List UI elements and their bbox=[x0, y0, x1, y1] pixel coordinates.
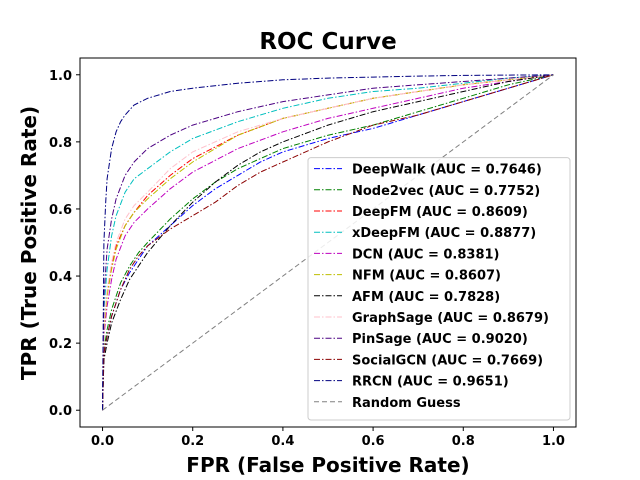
series-line-10 bbox=[102, 74, 554, 411]
legend-label-0: DeepWalk (AUC = 0.7646) bbox=[352, 163, 542, 178]
chart-title: ROC Curve bbox=[259, 29, 396, 55]
y-axis: 0.0 0.2 0.4 0.6 0.8 1.0 bbox=[49, 69, 80, 419]
legend-label-5: NFM (AUC = 0.8607) bbox=[352, 269, 501, 284]
legend: DeepWalk (AUC = 0.7646) Node2vec (AUC = 0… bbox=[307, 157, 571, 421]
y-tick-label-4: 0.8 bbox=[49, 136, 72, 151]
series-line-2 bbox=[102, 74, 554, 411]
legend-label-8: PinSage (AUC = 0.9020) bbox=[352, 332, 528, 347]
legend-label-7: GraphSage (AUC = 0.8679) bbox=[352, 311, 549, 326]
y-tick-label-1: 0.2 bbox=[49, 337, 72, 352]
x-tick-label-5: 1.0 bbox=[542, 434, 565, 449]
legend-label-3: xDeepFM (AUC = 0.8877) bbox=[352, 226, 536, 241]
series-line-0 bbox=[102, 74, 554, 411]
series-line-8 bbox=[102, 74, 554, 411]
y-tick-label-0: 0.0 bbox=[49, 404, 72, 419]
series-line-7 bbox=[102, 74, 554, 411]
y-tick-label-5: 1.0 bbox=[49, 69, 72, 84]
x-tick-label-2: 0.4 bbox=[271, 434, 294, 449]
x-axis-title: FPR (False Positive Rate) bbox=[186, 453, 469, 477]
x-tick-label-4: 0.8 bbox=[452, 434, 475, 449]
legend-label-1: Node2vec (AUC = 0.7752) bbox=[352, 184, 540, 199]
x-tick-label-3: 0.6 bbox=[362, 434, 385, 449]
legend-label-4: DCN (AUC = 0.8381) bbox=[352, 247, 500, 262]
x-tick-label-1: 0.2 bbox=[181, 434, 204, 449]
legend-label-2: DeepFM (AUC = 0.8609) bbox=[352, 205, 528, 220]
y-tick-label-3: 0.6 bbox=[49, 203, 72, 218]
legend-box bbox=[307, 157, 571, 421]
series-line-4 bbox=[102, 74, 554, 411]
x-tick-label-0: 0.0 bbox=[91, 434, 114, 449]
series-line-6 bbox=[102, 74, 554, 411]
plot-frame bbox=[79, 57, 577, 428]
legend-label-9: SocialGCN (AUC = 0.7669) bbox=[352, 353, 543, 368]
legend-label-6: AFM (AUC = 0.7828) bbox=[352, 290, 500, 305]
series-line-1 bbox=[102, 74, 554, 411]
y-axis-title: TPR (True Positive Rate) bbox=[17, 106, 41, 380]
x-axis: 0.0 0.2 0.4 0.6 0.8 1.0 bbox=[91, 427, 565, 449]
series-line-9 bbox=[102, 74, 554, 411]
series-line-3 bbox=[102, 74, 554, 411]
legend-label-10: RRCN (AUC = 0.9651) bbox=[352, 375, 509, 390]
legend-label-11: Random Guess bbox=[352, 396, 461, 411]
y-tick-label-2: 0.4 bbox=[49, 270, 72, 285]
